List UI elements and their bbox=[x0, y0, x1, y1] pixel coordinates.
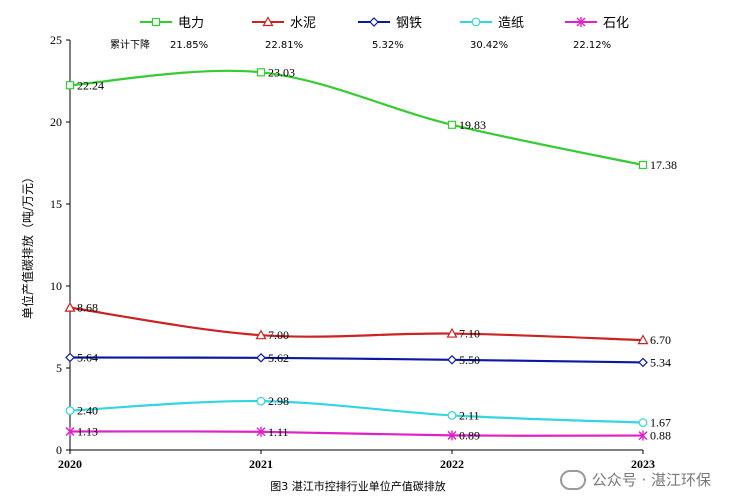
data-point bbox=[255, 329, 267, 340]
data-point bbox=[638, 160, 648, 170]
series-line bbox=[69, 306, 644, 342]
y-tick-label: 15 bbox=[50, 197, 62, 211]
axes: 0 5 10 15 20 25 2020 2021 2022 2023 bbox=[50, 33, 655, 471]
data-label: 5.34 bbox=[650, 355, 671, 369]
data-label: 19.83 bbox=[459, 118, 486, 132]
data-point bbox=[637, 334, 649, 345]
data-point bbox=[446, 327, 458, 338]
watermark: 公众号 · 湛江环保 bbox=[559, 469, 711, 490]
data-label: 17.38 bbox=[650, 158, 677, 172]
data-label: 1.67 bbox=[650, 416, 671, 430]
data-point bbox=[447, 410, 457, 420]
x-tick-label: 2020 bbox=[58, 457, 82, 471]
data-point bbox=[638, 418, 648, 428]
data-point bbox=[65, 426, 75, 437]
data-point bbox=[256, 352, 266, 363]
legend-item: 造纸 bbox=[460, 16, 524, 31]
data-point bbox=[256, 426, 266, 437]
data-label: 8.68 bbox=[77, 301, 98, 315]
decline-value: 5.32% bbox=[372, 40, 404, 51]
chart-caption: 图3 湛江市控排行业单位产值碳排放 bbox=[270, 479, 446, 493]
y-tick-label: 20 bbox=[50, 115, 62, 129]
data-point bbox=[65, 81, 75, 90]
legend-marker bbox=[576, 17, 586, 27]
series-line bbox=[69, 430, 644, 437]
data-label: 7.00 bbox=[268, 328, 289, 342]
decline-row: 累计下降 21.85% 22.81% 5.32% 30.42% 22.12% bbox=[110, 38, 611, 51]
decline-title: 累计下降 bbox=[110, 38, 150, 51]
legend-marker bbox=[471, 17, 481, 27]
series-line bbox=[69, 69, 644, 167]
legend-item: 石化 bbox=[565, 16, 629, 31]
x-tick-label: 2021 bbox=[249, 457, 273, 471]
legend-marker bbox=[262, 16, 274, 27]
data-label: 1.13 bbox=[77, 424, 98, 438]
data-label: 0.88 bbox=[650, 429, 671, 443]
y-tick-label: 25 bbox=[50, 33, 62, 47]
data-label: 23.03 bbox=[268, 65, 295, 79]
series-4 bbox=[65, 426, 648, 441]
legend-label: 电力 bbox=[178, 16, 204, 31]
y-axis-label: 单位产值碳排放（吨/万元） bbox=[20, 171, 35, 319]
series-3 bbox=[65, 396, 648, 428]
series-layer bbox=[64, 68, 649, 441]
legend-label: 造纸 bbox=[498, 16, 524, 31]
series-line bbox=[69, 356, 644, 364]
series-2 bbox=[65, 352, 648, 368]
data-label: 5.62 bbox=[268, 351, 289, 365]
y-tick-label: 5 bbox=[56, 361, 62, 375]
data-label: 2.98 bbox=[268, 394, 289, 408]
data-label: 2.40 bbox=[77, 404, 98, 418]
legend-item: 水泥 bbox=[252, 16, 316, 31]
data-labels: 22.24 23.03 19.83 17.38 8.68 7.00 7.10 6.70 5.64… bbox=[77, 65, 677, 442]
y-tick-label: 10 bbox=[50, 279, 62, 293]
legend-item: 电力 bbox=[140, 16, 204, 31]
legend-label: 钢铁 bbox=[396, 16, 422, 31]
data-label: 0.89 bbox=[459, 428, 480, 442]
x-tick-label: 2023 bbox=[631, 457, 655, 471]
decline-value: 22.81% bbox=[265, 40, 303, 51]
x-tick-label: 2022 bbox=[440, 457, 464, 471]
data-point bbox=[256, 396, 266, 406]
data-point bbox=[65, 406, 75, 416]
data-point bbox=[447, 430, 457, 441]
legend-item: 钢铁 bbox=[358, 16, 422, 31]
data-label: 1.11 bbox=[268, 425, 289, 439]
data-point bbox=[256, 68, 266, 77]
legend: 电力 水泥 钢铁 造纸 石化 bbox=[140, 16, 629, 31]
data-point bbox=[65, 352, 75, 363]
y-tick-label: 0 bbox=[56, 443, 62, 457]
data-label: 7.10 bbox=[459, 327, 480, 341]
data-label: 2.11 bbox=[459, 408, 480, 422]
decline-value: 21.85% bbox=[170, 40, 208, 51]
data-point bbox=[447, 354, 457, 365]
data-label: 5.50 bbox=[459, 353, 480, 367]
series-1 bbox=[64, 301, 649, 345]
wechat-icon bbox=[559, 469, 586, 490]
data-label: 6.70 bbox=[650, 333, 671, 347]
decline-value: 22.12% bbox=[573, 40, 611, 51]
series-0 bbox=[65, 68, 648, 170]
data-point bbox=[447, 120, 457, 129]
legend-label: 石化 bbox=[603, 16, 629, 31]
legend-marker bbox=[369, 17, 379, 27]
legend-marker bbox=[151, 17, 161, 27]
watermark-text: 公众号 · 湛江环保 bbox=[591, 471, 711, 489]
data-label: 22.24 bbox=[77, 78, 104, 92]
series-line bbox=[69, 399, 644, 424]
data-point bbox=[638, 430, 648, 441]
data-point bbox=[64, 301, 76, 312]
data-point bbox=[638, 357, 648, 368]
legend-label: 水泥 bbox=[290, 16, 316, 31]
decline-value: 30.42% bbox=[470, 40, 508, 51]
data-label: 5.64 bbox=[77, 351, 98, 365]
